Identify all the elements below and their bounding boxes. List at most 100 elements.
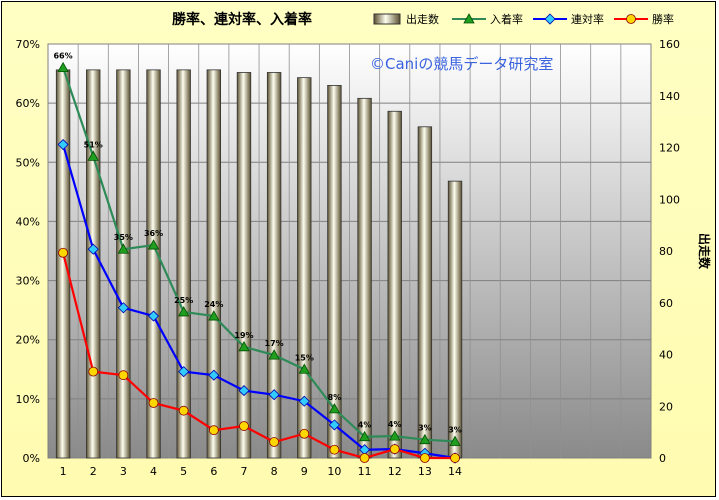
x-tick-label: 12: [388, 465, 402, 478]
point-marker: [117, 302, 129, 314]
data-labels: 66% 51% 35% 36% 25% 24% 19% 17% 15% 8% 4% 4% 3% 3%: [53, 52, 461, 435]
data-label: 8%: [328, 393, 342, 402]
x-tick-label: 1: [60, 465, 67, 478]
x-tick-label: 14: [448, 465, 462, 478]
right-tick-label: 140: [659, 90, 680, 103]
point-marker: [178, 405, 189, 416]
data-label: 15%: [295, 353, 314, 362]
data-label: 66%: [53, 52, 72, 61]
data-label: 3%: [448, 425, 462, 434]
x-tick-label: 11: [358, 465, 372, 478]
point-marker: [269, 437, 280, 447]
point-marker: [268, 349, 280, 360]
right-tick-label: 20: [659, 400, 673, 413]
data-label: 19%: [234, 331, 253, 340]
legend-marker-circle: [626, 14, 636, 24]
bar-starts: [116, 69, 131, 459]
right-tick-label: 160: [659, 38, 680, 51]
bar-starts: [297, 77, 312, 459]
bar-starts: [236, 72, 252, 459]
gridlines: [48, 43, 651, 459]
legend-label-placed: 入着率: [490, 12, 523, 26]
legend: 出走数 入着率 連対率 勝率: [373, 12, 674, 26]
point-marker: [239, 421, 249, 431]
right-tick-label: 40: [659, 349, 673, 362]
point-marker: [148, 398, 159, 408]
point-marker: [419, 433, 431, 445]
point-marker: [268, 389, 280, 401]
data-label: 4%: [358, 421, 372, 430]
bar-starts: [417, 126, 433, 459]
bar-starts: [146, 69, 161, 459]
right-axis-title: 出走数: [697, 233, 712, 270]
legend-label-win: 勝率: [652, 12, 674, 26]
left-tick-label: 60%: [16, 97, 40, 110]
legend-label-quinella: 連対率: [571, 12, 604, 26]
point-marker: [299, 428, 310, 439]
series-line: [57, 61, 461, 446]
bar-series-starts: [55, 69, 463, 459]
point-marker: [87, 243, 99, 255]
bar-starts: [266, 72, 282, 459]
data-label: 51%: [84, 140, 103, 149]
point-marker: [389, 430, 401, 441]
right-tick-label: 60: [659, 297, 673, 310]
right-tick-label: 0: [659, 452, 666, 465]
bar-starts: [447, 180, 463, 459]
left-tick-label: 20%: [16, 334, 40, 347]
right-axis-ticks: 0 20 40 60 80 100 120 140 160: [659, 38, 680, 465]
left-tick-label: 70%: [16, 38, 40, 51]
legend-marker-diamond: [544, 13, 556, 25]
point-marker: [449, 435, 461, 446]
point-marker: [359, 453, 370, 463]
point-marker: [298, 395, 310, 407]
data-label: 24%: [204, 300, 223, 309]
point-marker: [88, 366, 99, 377]
bar-starts: [357, 97, 372, 459]
point-marker: [238, 385, 250, 397]
line-series: [57, 61, 461, 464]
point-marker: [389, 444, 400, 455]
point-marker: [328, 403, 341, 414]
x-tick-label: 13: [418, 465, 432, 478]
chart-title: 勝率、連対率、入着率: [172, 11, 312, 28]
point-marker: [450, 453, 460, 463]
x-tick-label: 8: [271, 465, 278, 478]
point-marker: [118, 370, 129, 381]
point-marker: [57, 61, 69, 73]
bar-starts: [206, 69, 222, 459]
legend-swatch-bar: [373, 13, 401, 25]
left-tick-label: 40%: [16, 215, 40, 228]
series-path: [62, 252, 456, 460]
data-label: 4%: [388, 420, 402, 429]
x-tick-label: 6: [210, 465, 217, 478]
right-tick-label: 100: [659, 193, 680, 206]
left-axis-ticks: 0% 10% 20% 30% 40% 50% 60% 70%: [16, 38, 40, 465]
point-marker: [208, 369, 220, 381]
data-label: 36%: [144, 229, 163, 238]
legend-marker-triangle: [463, 13, 475, 24]
point-marker: [177, 306, 190, 317]
x-tick-label: 4: [150, 465, 157, 478]
point-marker: [178, 366, 190, 378]
data-label: 35%: [114, 233, 133, 242]
right-tick-label: 80: [659, 245, 673, 258]
left-tick-label: 50%: [16, 156, 40, 169]
series-line: [58, 247, 460, 463]
x-tick-label: 7: [240, 465, 247, 478]
bar-starts: [55, 69, 71, 459]
left-tick-label: 10%: [16, 393, 40, 406]
x-tick-label: 2: [90, 465, 97, 478]
left-tick-label: 30%: [16, 275, 40, 288]
x-tick-label: 10: [327, 465, 341, 478]
point-marker: [87, 150, 99, 161]
point-marker: [208, 310, 220, 321]
bar-starts: [176, 69, 191, 459]
right-tick-label: 120: [659, 142, 680, 155]
data-label: 17%: [265, 339, 284, 348]
legend-label-starts: 出走数: [406, 12, 439, 26]
point-marker: [147, 239, 160, 250]
x-tick-label: 3: [120, 465, 127, 478]
x-axis-ticks: 1 2 3 4 5 6 7 8 9 10 11 12 13 14: [60, 465, 462, 478]
